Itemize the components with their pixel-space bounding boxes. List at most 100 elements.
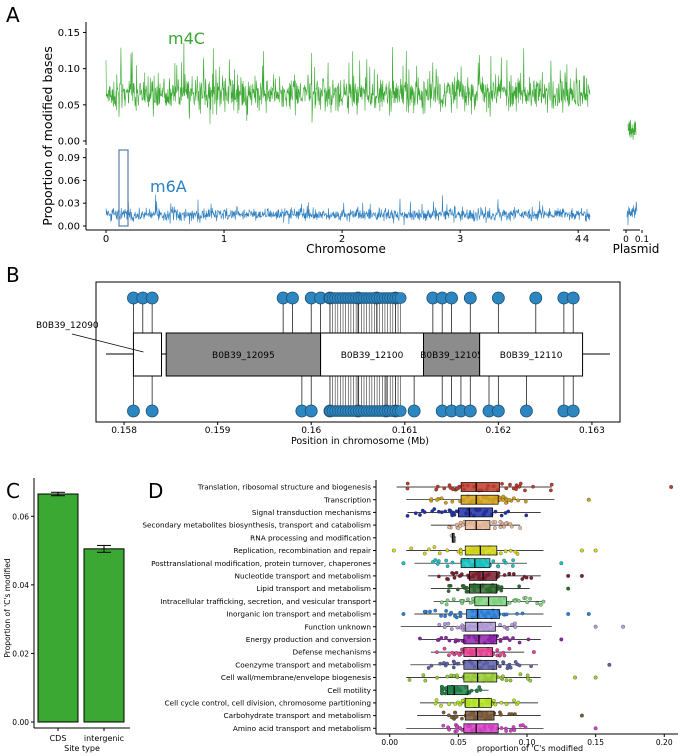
data-point: [446, 713, 451, 718]
panel-b-xtick-label: 0.16: [301, 426, 321, 436]
panel-c-ylabel: Proportion of 'C's modified: [3, 558, 12, 657]
panel-b-xtick-label: 0.163: [579, 426, 605, 436]
box-11: [464, 621, 496, 632]
data-point: [538, 602, 543, 607]
data-point: [508, 482, 512, 487]
data-point: [440, 691, 445, 696]
data-point: [512, 496, 516, 501]
data-point: [477, 685, 482, 689]
panel-d-category-label: Cell motility: [327, 686, 371, 695]
data-point: [504, 501, 508, 505]
data-point: [458, 573, 463, 578]
data-point: [513, 621, 517, 626]
data-point: [442, 646, 447, 651]
modified-site-bottom-marker: [491, 404, 505, 418]
bar-intergenic: [83, 548, 125, 723]
data-point: [421, 673, 426, 678]
data-point: [491, 559, 496, 564]
m4c-ytick-label: 0.05: [58, 100, 80, 111]
box-10: [466, 609, 500, 619]
data-point: [504, 678, 509, 683]
data-point: [508, 728, 513, 733]
data-point: [450, 499, 455, 504]
data-point: [520, 577, 525, 581]
m6a-ytick-label: 0.00: [58, 222, 80, 233]
data-point: [457, 653, 462, 657]
data-point: [427, 547, 431, 552]
outlier-point: [579, 713, 584, 718]
outlier-point: [669, 485, 674, 489]
panel-d-xtick-label: 0.00: [381, 738, 398, 747]
outlier-point: [586, 497, 591, 502]
data-point: [413, 511, 418, 516]
data-point: [433, 558, 438, 562]
data-point: [423, 678, 428, 683]
data-point: [449, 673, 454, 678]
data-point: [458, 520, 463, 525]
data-point: [516, 700, 521, 705]
data-point: [437, 551, 442, 556]
data-point: [449, 715, 454, 720]
data-point: [458, 611, 463, 615]
data-point: [454, 651, 459, 655]
data-point: [455, 673, 459, 678]
data-point: [493, 520, 498, 524]
data-point: [523, 595, 528, 600]
data-point: [502, 524, 506, 529]
data-point: [455, 587, 460, 592]
panel-d-xtick-label: 0.10: [519, 738, 536, 747]
gene-label-B0B39_12095: B0B39_12095: [212, 351, 275, 361]
data-point: [442, 486, 447, 491]
data-point: [458, 726, 463, 731]
box-19: [463, 723, 499, 734]
data-point: [445, 661, 449, 666]
data-point: [433, 608, 438, 613]
box-13: [463, 647, 494, 657]
data-point: [517, 663, 522, 668]
data-point: [451, 487, 455, 492]
outlier-point: [579, 573, 584, 578]
data-point: [501, 660, 506, 665]
data-point: [460, 599, 464, 603]
m4c-ytick-label: 0.00: [58, 137, 80, 148]
data-point: [515, 611, 519, 616]
gene-box-B0B39_12105: [423, 332, 481, 377]
data-point: [429, 497, 434, 501]
gene-label-B0B39_12105: B0B39_12105: [420, 351, 483, 361]
m4c-ytick-label: 0.15: [58, 28, 80, 39]
panel-d-category-label: Secondary metabolites biosynthesis, tran…: [142, 521, 371, 530]
box-2: [458, 507, 494, 518]
data-point: [445, 564, 450, 569]
gene-label-leader: [71, 333, 144, 353]
data-point: [510, 564, 515, 568]
panel-d-category-label: Intracellular trafficking, secretion, an…: [160, 597, 371, 606]
plasmid-xtick-label: 0: [623, 235, 629, 245]
data-point: [498, 622, 502, 627]
data-point: [446, 621, 451, 626]
modified-site-top-marker: [445, 291, 458, 305]
gene-label-B0B39_12100: B0B39_12100: [341, 351, 404, 361]
outlier-point: [401, 612, 406, 616]
data-point: [503, 521, 508, 526]
data-point: [450, 650, 455, 655]
box-12: [463, 634, 498, 645]
panel-d-category-label: Signal transduction mechanisms: [252, 508, 371, 517]
data-point: [436, 559, 441, 563]
data-point: [445, 598, 450, 603]
data-point: [498, 710, 502, 715]
data-point: [504, 702, 509, 707]
data-point: [471, 596, 475, 601]
data-point: [501, 674, 505, 679]
data-point: [452, 575, 457, 580]
data-point: [499, 726, 504, 730]
box-16: [447, 685, 469, 696]
m4c-series-line: [105, 42, 591, 125]
data-point: [520, 611, 525, 616]
data-point: [499, 588, 504, 593]
data-point: [501, 494, 506, 499]
data-point: [441, 710, 446, 715]
data-point: [505, 627, 510, 631]
data-point: [518, 723, 523, 728]
chromosome-xtick-extra: 4: [583, 234, 589, 245]
data-point: [514, 483, 519, 488]
